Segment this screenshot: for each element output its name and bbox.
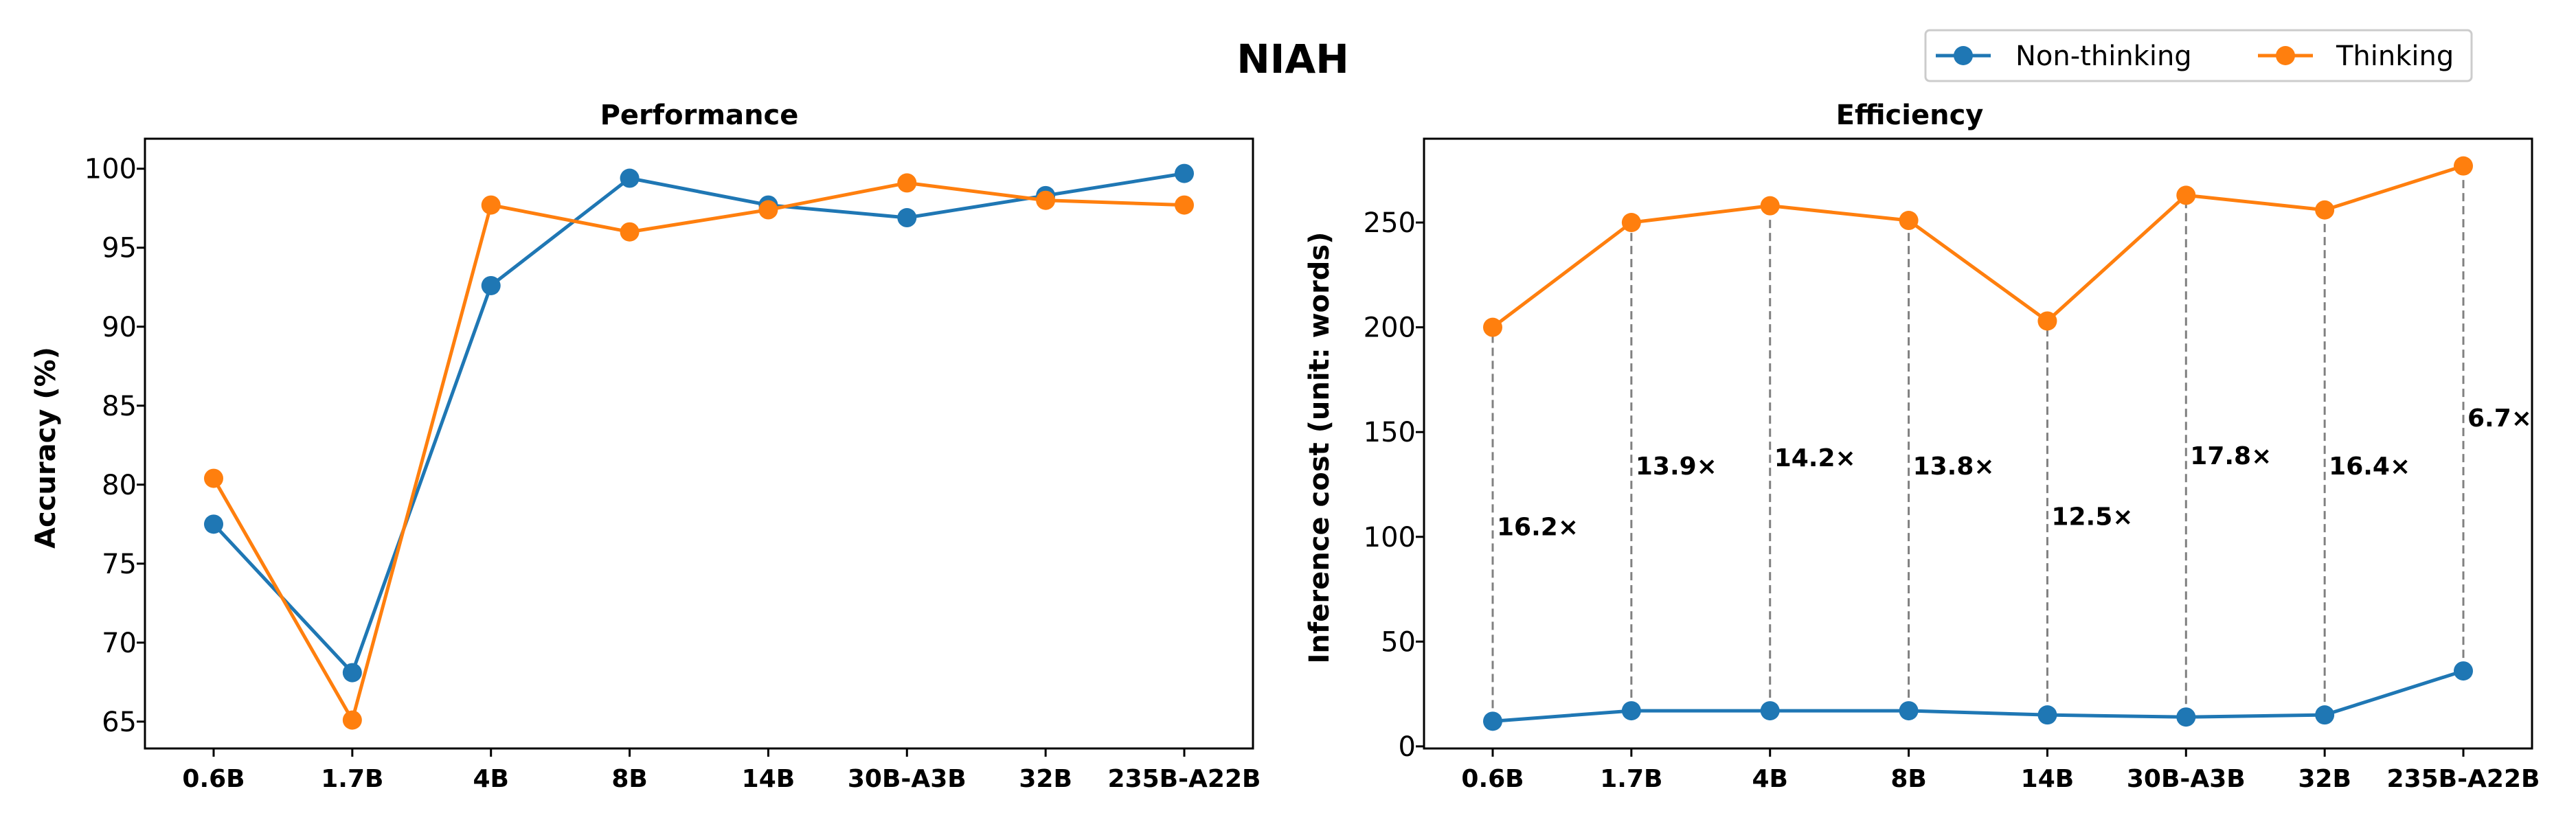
efficiency-x-tick-label: 235B-A22B [2387, 765, 2540, 793]
performance-point-non-thinking [620, 168, 640, 188]
efficiency-point-thinking [2176, 185, 2196, 205]
efficiency-title: Efficiency [1836, 100, 1984, 131]
efficiency-y-tick-label: 0 [1399, 731, 1416, 763]
efficiency-y-tick-label: 100 [1364, 522, 1416, 553]
performance-point-non-thinking [204, 514, 223, 534]
performance-y-axis-label: Accuracy (%) [30, 347, 62, 549]
efficiency-x-tick-label: 14B [2021, 765, 2075, 793]
legend-marker-thinking [2276, 46, 2295, 65]
ratio-label: 13.9× [1636, 453, 1717, 481]
performance-point-thinking [758, 200, 778, 220]
performance-axes-frame [144, 137, 1254, 750]
performance-x-tick-label: 14B [742, 765, 795, 793]
performance-y-tick-label: 85 [102, 391, 137, 422]
efficiency-x-tick-label: 8B [1890, 765, 1927, 793]
performance-x-tick-label: 30B-A3B [848, 765, 967, 793]
efficiency-y-tick-label: 250 [1364, 207, 1416, 239]
figure-title: NIAH [1236, 36, 1349, 82]
efficiency-point-non-thinking [2037, 705, 2057, 725]
performance-x-tick-label: 8B [611, 765, 648, 793]
efficiency-point-non-thinking [2454, 661, 2473, 681]
efficiency-line-non-thinking [1492, 669, 2464, 723]
efficiency-point-non-thinking [2176, 707, 2196, 727]
legend-label-non-thinking: Non-thinking [2015, 41, 2192, 72]
performance-x-tick-label: 0.6B [182, 765, 245, 793]
ratio-label: 13.8× [1913, 453, 1995, 481]
performance-point-thinking [1036, 190, 1056, 210]
efficiency-y-axis-label: Inference cost (unit: words) [1304, 232, 1335, 664]
performance-point-thinking [897, 173, 917, 193]
efficiency-panel: Efficiency Inference cost (unit: words) … [1304, 100, 2540, 793]
ratio-label: 14.2× [1774, 444, 1856, 472]
performance-point-thinking [481, 195, 501, 215]
efficiency-x-tick-label: 30B-A3B [2127, 765, 2246, 793]
performance-line-non-thinking [212, 172, 1185, 675]
performance-point-non-thinking [1175, 163, 1194, 183]
ratio-label: 16.4× [2329, 453, 2410, 481]
ratio-label: 12.5× [2051, 503, 2133, 531]
performance-point-thinking [1175, 195, 1194, 215]
performance-y-tick-label: 80 [102, 470, 137, 501]
efficiency-point-non-thinking [1621, 701, 1641, 721]
performance-y-tick-label: 75 [102, 549, 137, 580]
performance-point-non-thinking [342, 663, 362, 683]
efficiency-x-tick-label: 0.6B [1461, 765, 1524, 793]
performance-x-tick-label: 32B [1019, 765, 1072, 793]
efficiency-point-thinking [1899, 211, 1919, 231]
ratio-label: 6.7× [2467, 404, 2532, 433]
performance-x-tick-label: 4B [473, 765, 509, 793]
performance-title: Performance [600, 100, 799, 131]
efficiency-x-tick-label: 1.7B [1600, 765, 1662, 793]
performance-point-thinking [342, 710, 362, 730]
performance-x-tick-label: 235B-A22B [1108, 765, 1261, 793]
performance-y-tick-label: 65 [102, 707, 137, 738]
performance-point-thinking [620, 222, 640, 242]
legend-label-thinking: Thinking [2336, 41, 2454, 72]
performance-y-tick-label: 100 [84, 154, 137, 185]
performance-panel: Performance Accuracy (%) 65 70 75 80 85 90 95 1… [30, 100, 1261, 793]
ratio-label: 16.2× [1497, 514, 1579, 542]
performance-point-thinking [204, 468, 223, 488]
efficiency-axes-frame [1423, 137, 2533, 750]
efficiency-x-tick-label: 4B [1752, 765, 1788, 793]
efficiency-x-tick-label: 32B [2298, 765, 2351, 793]
legend-marker-non-thinking [1954, 46, 1973, 65]
legend: Non-thinking Thinking [1924, 29, 2473, 82]
efficiency-point-thinking [2315, 200, 2335, 220]
efficiency-point-non-thinking [1899, 701, 1919, 721]
efficiency-line-thinking [1491, 164, 2464, 329]
efficiency-point-thinking [2037, 311, 2057, 331]
performance-x-tick-label: 1.7B [321, 765, 383, 793]
efficiency-point-thinking [1483, 317, 1502, 337]
performance-line-thinking [212, 181, 1185, 722]
performance-point-non-thinking [481, 275, 501, 295]
performance-y-tick-label: 70 [102, 628, 137, 659]
efficiency-point-non-thinking [2315, 705, 2335, 725]
efficiency-y-tick-label: 200 [1364, 312, 1416, 344]
efficiency-point-non-thinking [1760, 701, 1780, 721]
legend-frame [1924, 29, 2473, 82]
ratio-label: 17.8× [2190, 442, 2272, 470]
efficiency-point-thinking [2454, 156, 2473, 176]
efficiency-point-thinking [1760, 196, 1780, 216]
efficiency-y-tick-label: 150 [1364, 417, 1416, 448]
efficiency-point-non-thinking [1483, 711, 1502, 731]
efficiency-point-thinking [1621, 213, 1641, 233]
performance-y-tick-label: 90 [102, 312, 137, 343]
efficiency-y-tick-label: 50 [1381, 626, 1416, 658]
performance-point-non-thinking [897, 208, 917, 228]
performance-y-tick-label: 95 [102, 233, 137, 264]
